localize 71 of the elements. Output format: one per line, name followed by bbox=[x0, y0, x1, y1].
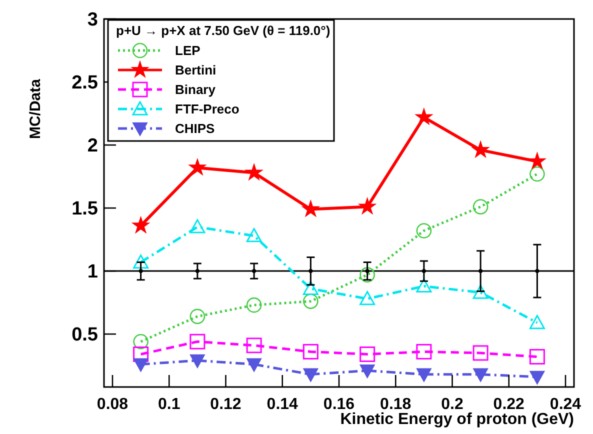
legend-label: Binary bbox=[175, 82, 216, 98]
point bbox=[360, 346, 376, 362]
x-tick-label: 0.24 bbox=[550, 396, 582, 413]
x-tick-label: 0.14 bbox=[266, 396, 298, 413]
point bbox=[188, 158, 207, 176]
point bbox=[416, 344, 432, 360]
point bbox=[195, 269, 200, 274]
point bbox=[246, 228, 262, 242]
point bbox=[360, 291, 376, 306]
x-tick-label: 0.08 bbox=[96, 396, 128, 413]
legend-label: LEP bbox=[175, 43, 201, 58]
point bbox=[358, 196, 377, 215]
point bbox=[190, 219, 206, 234]
point bbox=[302, 280, 318, 296]
point bbox=[190, 334, 206, 350]
x-tick-label: 0.16 bbox=[323, 396, 355, 413]
point bbox=[529, 314, 545, 330]
point bbox=[138, 269, 143, 274]
x-axis-title: Kinetic Energy of proton (GeV) bbox=[340, 411, 574, 428]
point bbox=[530, 370, 545, 384]
point bbox=[303, 368, 318, 382]
point bbox=[244, 162, 264, 181]
point bbox=[478, 269, 483, 274]
point bbox=[529, 349, 545, 365]
point bbox=[416, 223, 432, 238]
x-tick-label: 0.1 bbox=[158, 396, 180, 413]
point bbox=[530, 166, 545, 182]
point bbox=[308, 269, 313, 274]
point bbox=[360, 364, 375, 378]
point bbox=[303, 294, 318, 309]
y-axis-title: MC/Data bbox=[27, 78, 44, 140]
point bbox=[472, 284, 488, 299]
x-tick-label: 0.22 bbox=[493, 396, 525, 413]
y-tick-label: 0.5 bbox=[72, 324, 98, 346]
point bbox=[133, 358, 148, 372]
y-tick-label: 3 bbox=[87, 10, 98, 31]
point bbox=[528, 152, 547, 170]
point bbox=[365, 269, 370, 274]
point bbox=[535, 269, 540, 274]
legend-label: FTF-Preco bbox=[175, 102, 240, 117]
x-tick-label: 0.2 bbox=[441, 396, 464, 413]
point bbox=[422, 269, 426, 274]
x-tick-label: 0.12 bbox=[210, 396, 242, 413]
point bbox=[302, 344, 318, 360]
x-tick-label: 0.18 bbox=[380, 396, 412, 413]
point bbox=[472, 345, 488, 361]
point bbox=[190, 354, 205, 368]
point bbox=[471, 140, 490, 158]
point bbox=[133, 346, 149, 362]
y-tick-label: 2.5 bbox=[72, 72, 98, 94]
point bbox=[133, 334, 148, 350]
point bbox=[416, 278, 432, 293]
legend-title: p+U → p+X at 7.50 GeV (θ = 119.0°) bbox=[116, 23, 330, 38]
point bbox=[472, 199, 488, 214]
point bbox=[246, 358, 262, 372]
point bbox=[301, 199, 320, 218]
point bbox=[131, 216, 150, 234]
point bbox=[473, 368, 488, 382]
point bbox=[360, 267, 375, 282]
point bbox=[414, 107, 434, 126]
legend-label: CHIPS bbox=[175, 121, 216, 136]
y-tick-label: 1.5 bbox=[72, 198, 98, 220]
legend-label: Bertini bbox=[175, 62, 216, 78]
point bbox=[190, 308, 206, 324]
point bbox=[252, 269, 256, 274]
point bbox=[246, 297, 262, 313]
y-tick-label: 1 bbox=[87, 262, 98, 283]
y-tick-label: 2 bbox=[87, 136, 98, 157]
point bbox=[416, 368, 432, 382]
point bbox=[246, 338, 262, 354]
point bbox=[133, 254, 149, 269]
